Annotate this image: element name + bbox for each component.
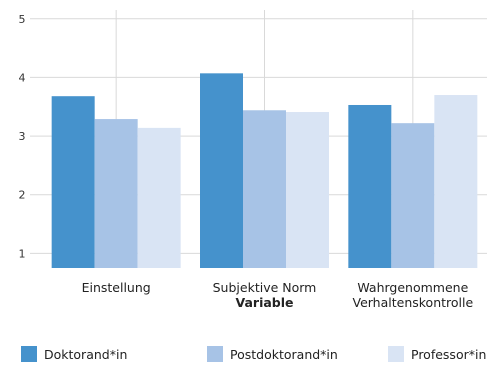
- x-tick-label: Subjektive Norm: [213, 280, 317, 295]
- legend-swatch: [207, 346, 223, 362]
- y-tick-label: 3: [19, 130, 26, 143]
- y-tick-label: 2: [19, 189, 26, 202]
- legend-swatch: [21, 346, 37, 362]
- bars: [51, 73, 478, 269]
- bar: [51, 96, 95, 268]
- bar: [137, 127, 181, 268]
- bar: [200, 73, 243, 268]
- y-tick-label: 1: [19, 247, 26, 260]
- bar: [286, 112, 329, 268]
- bar: [243, 110, 286, 268]
- bar: [94, 119, 138, 269]
- x-tick-label: Einstellung: [82, 280, 151, 295]
- bar: [391, 123, 435, 268]
- legend-item: Doktorand*in: [21, 346, 127, 362]
- legend-label: Professor*in: [411, 346, 487, 362]
- y-axis-ticks: 1 2 3 4 5: [19, 13, 26, 261]
- legend-label: Doktorand*in: [44, 346, 128, 362]
- x-axis-categories: Einstellung Subjektive Norm Wahrgenommene V…: [82, 280, 474, 310]
- legend-item: Professor*in: [388, 346, 486, 362]
- legend: Doktorand*in Postdoktorand*in Professor*in: [0, 346, 487, 362]
- x-tick-label: Wahrgenommene Verhaltenskontrolle: [352, 280, 473, 310]
- y-tick-label: 4: [19, 71, 26, 84]
- bar: [348, 104, 392, 268]
- legend-label: Postdoktorand*in: [230, 346, 338, 362]
- x-axis-label: Variable: [235, 295, 293, 310]
- legend-swatch: [388, 346, 404, 362]
- bar: [434, 95, 478, 268]
- legend-item: Postdoktorand*in: [207, 346, 338, 362]
- y-tick-label: 5: [19, 13, 26, 26]
